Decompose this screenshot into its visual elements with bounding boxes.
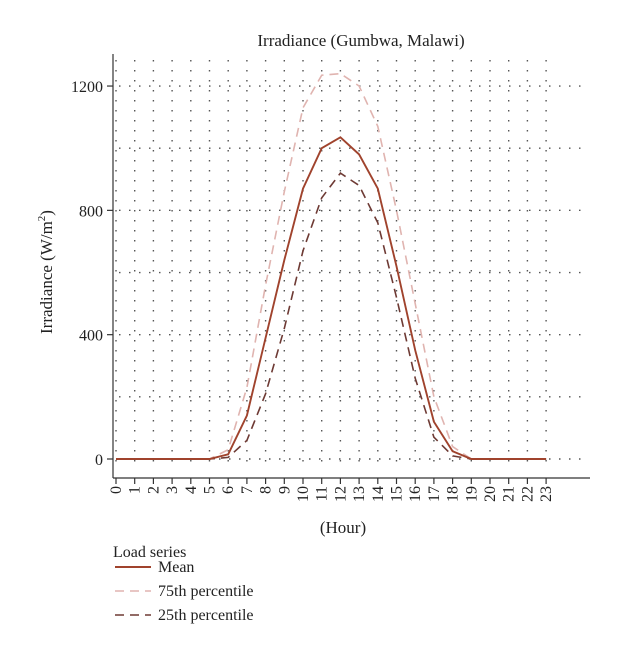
x-tick-label: 7 (239, 486, 256, 494)
x-tick-label: 10 (295, 486, 312, 502)
x-tick-label: 0 (108, 486, 125, 494)
legend-label: 75th percentile (158, 583, 254, 600)
x-tick-label: 19 (463, 486, 480, 502)
y-tick-labels: 0 400 800 1200 (71, 79, 103, 469)
legend-title: Load series (113, 544, 186, 561)
x-tick-labels: 0 1 2 3 4 5 6 7 8 9 10 11 12 13 14 15 16 17 18 19 20 21 22 23 (108, 486, 555, 502)
x-tick-label: 17 (426, 486, 443, 502)
x-tick-label: 9 (276, 486, 293, 494)
x-tick-label: 1 (127, 486, 144, 494)
x-tick-label: 14 (370, 486, 387, 502)
x-tick-label: 16 (407, 486, 424, 502)
x-tick-label: 20 (482, 486, 499, 502)
series-line-mean (116, 136, 547, 460)
legend: Load series Mean 75th percentile 25th perc… (113, 544, 254, 624)
x-tick-label: 21 (501, 486, 518, 502)
legend-label: 25th percentile (158, 607, 254, 624)
x-tick-label: 11 (314, 486, 331, 501)
y-tick-label: 400 (79, 328, 103, 345)
x-tick-label: 3 (164, 486, 181, 494)
x-tick-label: 18 (445, 486, 462, 502)
series-line-75th-percentile (116, 72, 547, 460)
grid (115, 60, 588, 468)
axes (107, 54, 590, 484)
x-tick-label: 23 (538, 486, 555, 502)
y-tick-label: 0 (95, 452, 103, 469)
x-tick-label: 22 (519, 486, 536, 502)
x-tick-label: 4 (183, 486, 200, 494)
series-line-25th-percentile (116, 172, 547, 460)
y-axis-label: Irradiance (W/m2) (36, 210, 56, 334)
x-tick-label: 6 (220, 486, 237, 494)
series-lines (116, 72, 547, 460)
chart-title: Irradiance (Gumbwa, Malawi) (257, 31, 464, 50)
x-tick-label: 15 (389, 486, 406, 502)
x-tick-label: 13 (351, 486, 368, 502)
x-tick-label: 2 (145, 486, 162, 494)
y-tick-label: 800 (79, 203, 103, 220)
x-tick-label: 8 (258, 486, 275, 494)
x-tick-label: 5 (202, 486, 219, 494)
legend-label: Mean (158, 559, 194, 576)
x-axis-label: (Hour) (320, 518, 366, 537)
y-tick-label: 1200 (71, 79, 103, 96)
x-tick-label: 12 (332, 486, 349, 502)
